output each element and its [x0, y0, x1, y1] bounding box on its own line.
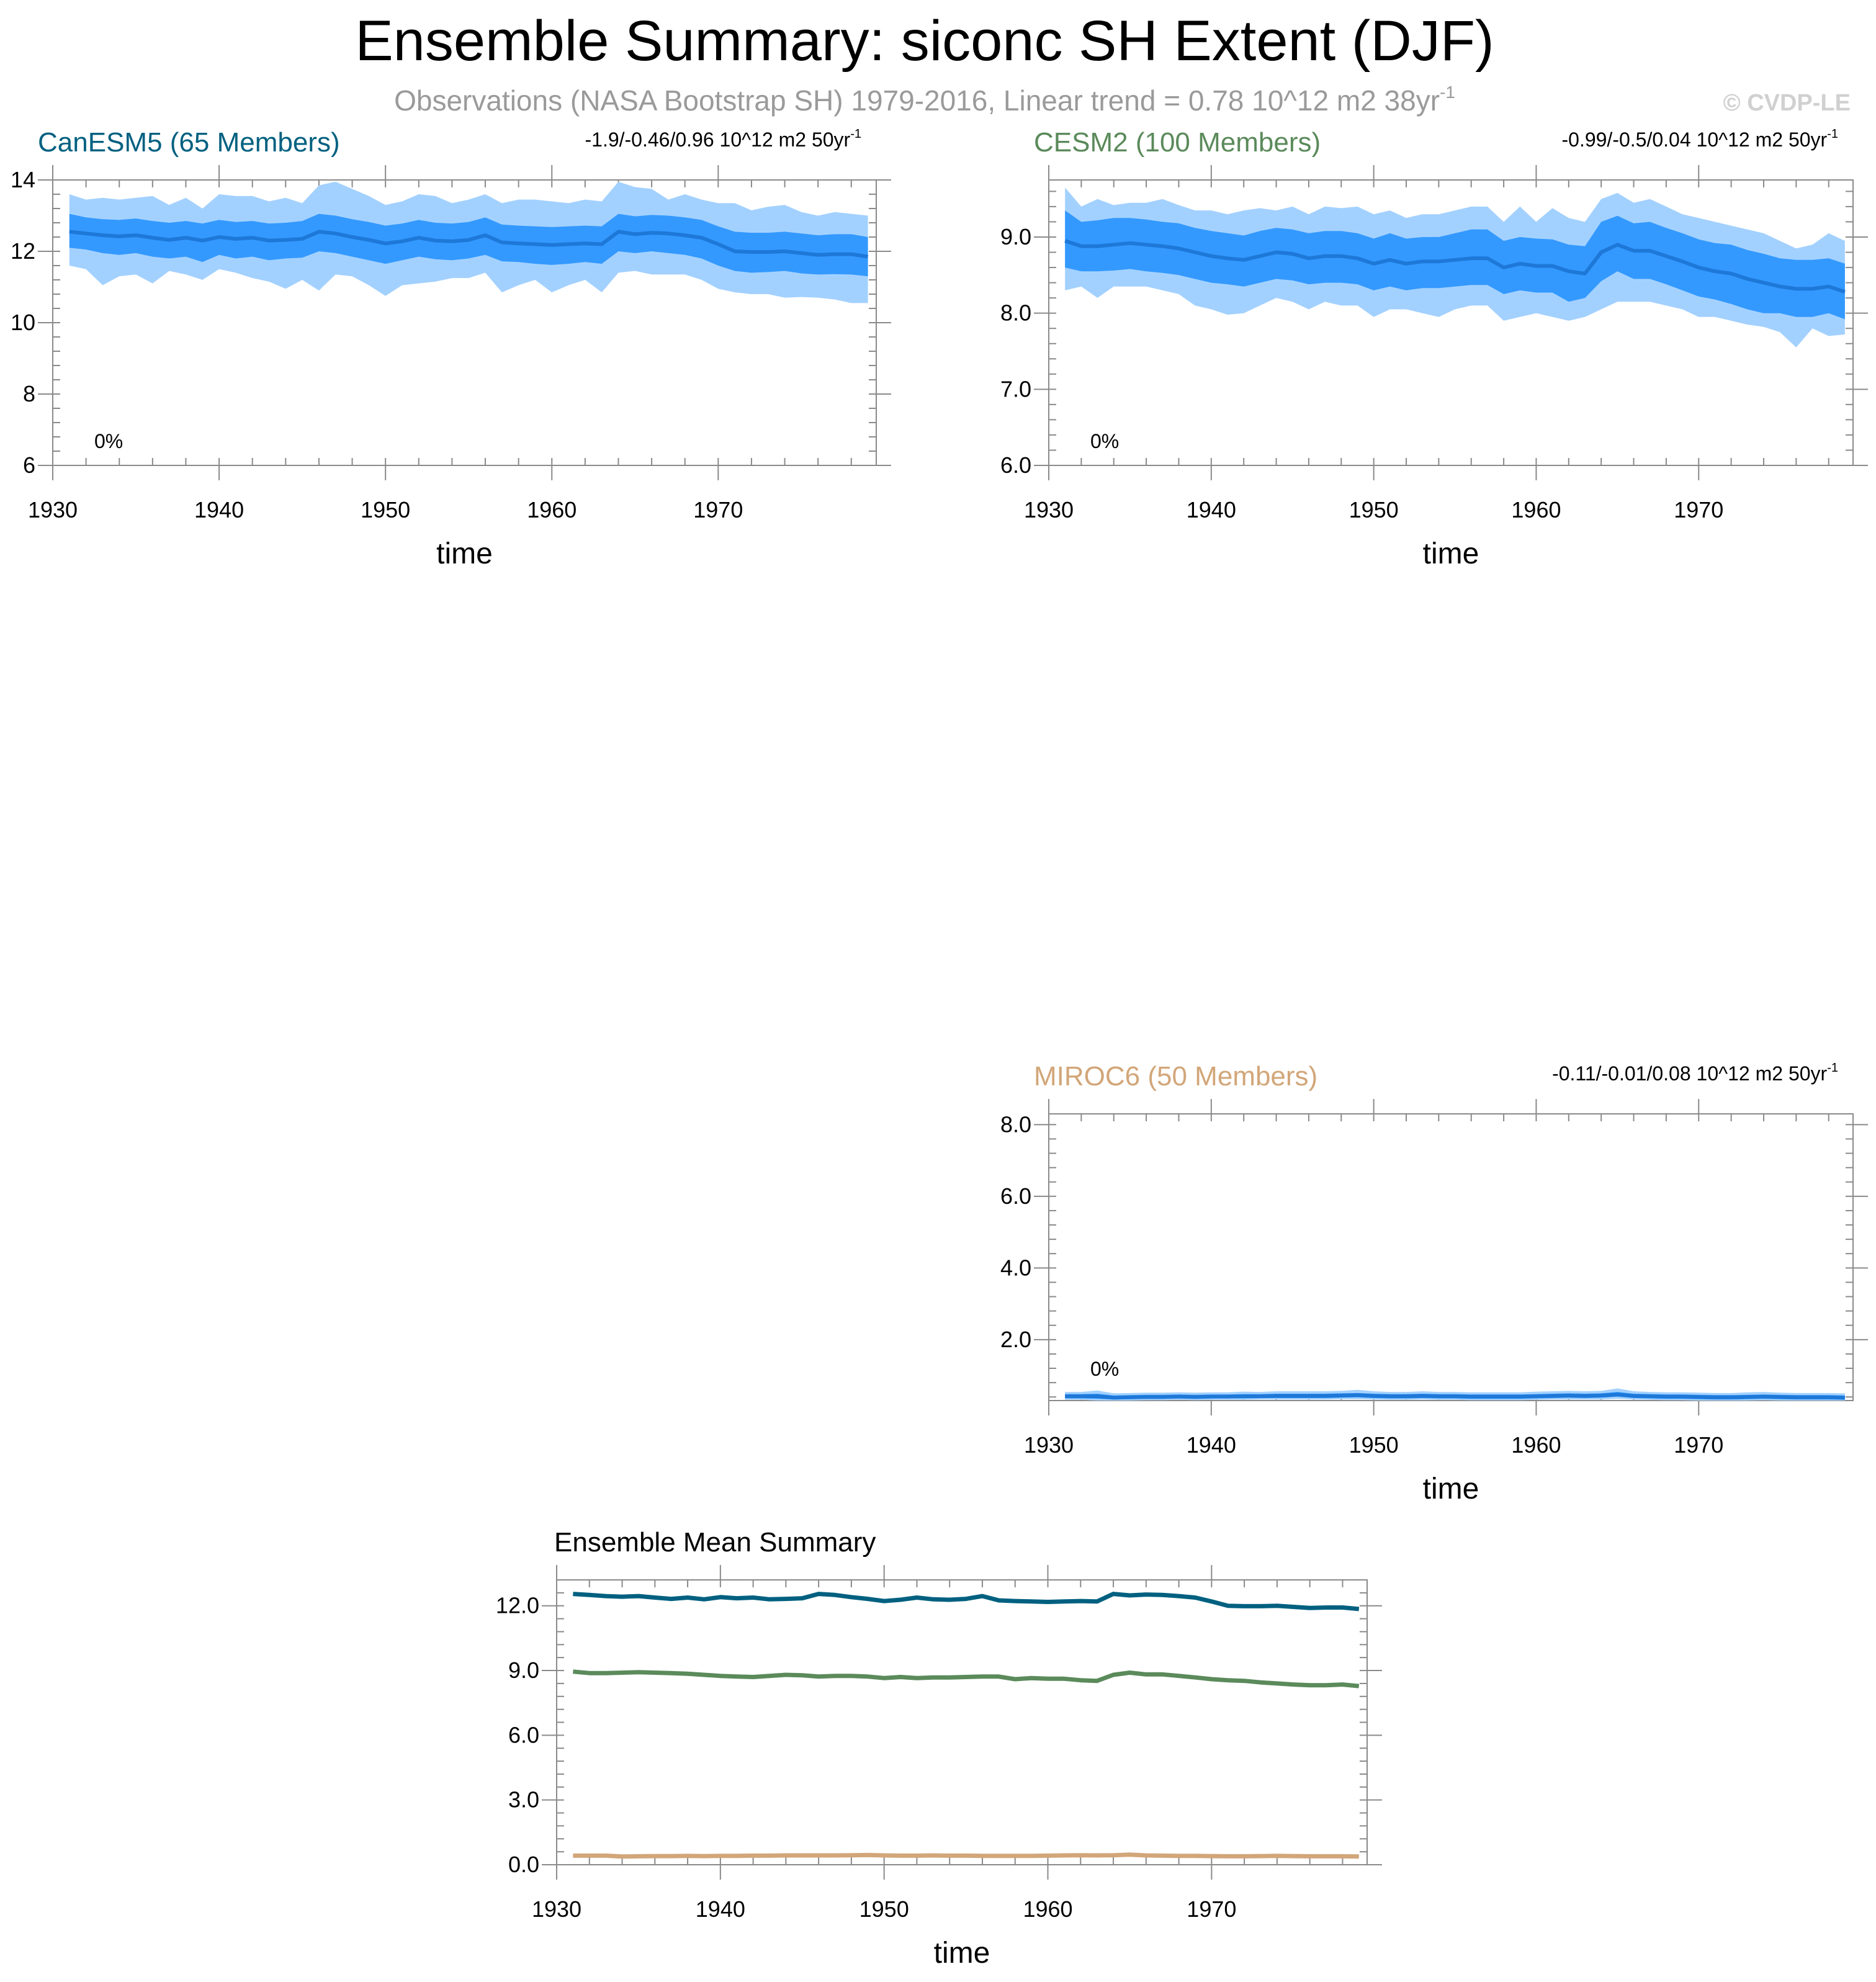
cesm2-xtick-label: 1940	[1187, 497, 1236, 522]
figure-subtitle-main: Observations (NASA Bootstrap SH) 1979-20…	[394, 84, 1440, 117]
canesm5-xtick-label: 1960	[527, 497, 577, 522]
canesm5-xtick-label: 1970	[693, 497, 743, 522]
canesm5-xtick-label: 1940	[194, 497, 244, 522]
canesm5-percent-label: 0%	[94, 430, 123, 452]
cesm2-ytick-label: 7.0	[1000, 376, 1031, 401]
miroc6-xtick-label: 1930	[1024, 1432, 1074, 1458]
miroc6-plot-frame	[1048, 1113, 1854, 1401]
summary-xtick-label: 1960	[1023, 1896, 1072, 1922]
canesm5-ytick-label: 12	[11, 238, 35, 264]
summary-xtick-label: 1970	[1187, 1896, 1236, 1922]
canesm5-trend-label: -1.9/-0.46/0.96 10^12 m2 50yr-1	[585, 127, 861, 151]
summary-ytick-label: 0.0	[508, 1852, 539, 1877]
summary-line-cesm2	[573, 1669, 1360, 1688]
miroc6-xtick-label: 1970	[1674, 1432, 1723, 1458]
cesm2-trend-label: -0.99/-0.5/0.04 10^12 m2 50yr-1	[1561, 127, 1838, 151]
cesm2-mean-line	[1064, 239, 1846, 294]
cesm2-xaxis-label: time	[1423, 537, 1479, 570]
miroc6-xtick-label: 1960	[1511, 1432, 1561, 1458]
miroc6-ytick-label: 2.0	[1000, 1327, 1031, 1352]
miroc6-xaxis-label: time	[1423, 1473, 1479, 1505]
summary-line-miroc6	[573, 1852, 1359, 1859]
miroc6-ytick-label: 4.0	[1000, 1255, 1031, 1280]
summary-line-canesm5	[573, 1592, 1360, 1612]
cesm2-plot-frame	[1048, 179, 1854, 466]
summary-xtick-label: 1930	[532, 1896, 581, 1922]
cesm2-percentile-band	[1065, 210, 1845, 320]
cesm2-xtick-label: 1960	[1511, 497, 1561, 522]
miroc6-panel-title: MIROC6 (50 Members)	[1034, 1061, 1317, 1092]
figure-title: Ensemble Summary: siconc SH Extent (DJF)	[355, 9, 1494, 73]
panel-summary: 0.0 3.0 6.0 9.0 12.0 1930 1940 1950 1960 1970 time…	[496, 1527, 1382, 1970]
miroc6-xtick-label: 1950	[1349, 1432, 1399, 1458]
panel-miroc6: 2.0 4.0 6.0 8.0 1930 1940 1950 1960 1970 time MIRO…	[1000, 1061, 1868, 1505]
canesm5-xtick-label: 1930	[28, 497, 78, 522]
canesm5-mean-line	[69, 230, 869, 259]
summary-xaxis-label: time	[934, 1937, 990, 1970]
miroc6-ytick-label: 6.0	[1000, 1183, 1031, 1209]
summary-ytick-label: 9.0	[508, 1657, 539, 1683]
canesm5-xtick-label: 1950	[361, 497, 410, 522]
summary-panel-title: Ensemble Mean Summary	[554, 1527, 876, 1558]
cesm2-xtick-label: 1970	[1674, 497, 1723, 522]
canesm5-ytick-label: 10	[11, 310, 35, 335]
canesm5-xaxis-label: time	[436, 537, 493, 570]
canesm5-percentile-band	[69, 213, 868, 277]
canesm5-ytick-label: 8	[23, 381, 35, 406]
panel-cesm2: 6.0 7.0 8.0 9.0 1930 1940 1950 1960 1970 time CESM…	[1000, 127, 1868, 570]
miroc6-percent-label: 0%	[1090, 1358, 1119, 1380]
canesm5-ytick-label: 14	[11, 167, 35, 192]
cesm2-xtick-label: 1930	[1024, 497, 1074, 522]
summary-xtick-label: 1950	[859, 1896, 909, 1922]
canesm5-ytick-label: 6	[23, 452, 35, 478]
cesm2-panel-title: CESM2 (100 Members)	[1034, 127, 1321, 158]
watermark: © CVDP-LE	[1723, 90, 1851, 116]
cesm2-ytick-label: 8.0	[1000, 300, 1031, 326]
miroc6-xtick-label: 1940	[1187, 1432, 1236, 1458]
figure-subtitle: Observations (NASA Bootstrap SH) 1979-20…	[394, 83, 1455, 117]
summary-xtick-label: 1940	[696, 1896, 745, 1922]
summary-ytick-label: 3.0	[508, 1787, 539, 1813]
panel-canesm5: 6 8 10 12 14 1930 1940 1950 1960 1970 time CanESM5 …	[11, 127, 891, 570]
figure-subtitle-exponent: -1	[1440, 83, 1455, 102]
cesm2-ytick-label: 6.0	[1000, 452, 1031, 478]
canesm5-panel-title: CanESM5 (65 Members)	[38, 127, 340, 158]
cesm2-percent-label: 0%	[1090, 430, 1119, 452]
summary-ytick-label: 12.0	[496, 1593, 539, 1618]
cesm2-xtick-label: 1950	[1349, 497, 1399, 522]
cesm2-ytick-label: 9.0	[1000, 224, 1031, 249]
miroc6-mean-line	[1065, 1392, 1845, 1400]
miroc6-trend-label: -0.11/-0.01/0.08 10^12 m2 50yr-1	[1552, 1061, 1838, 1085]
miroc6-ytick-label: 8.0	[1000, 1111, 1031, 1137]
summary-plot-frame	[556, 1579, 1368, 1865]
summary-ytick-label: 6.0	[508, 1722, 539, 1747]
